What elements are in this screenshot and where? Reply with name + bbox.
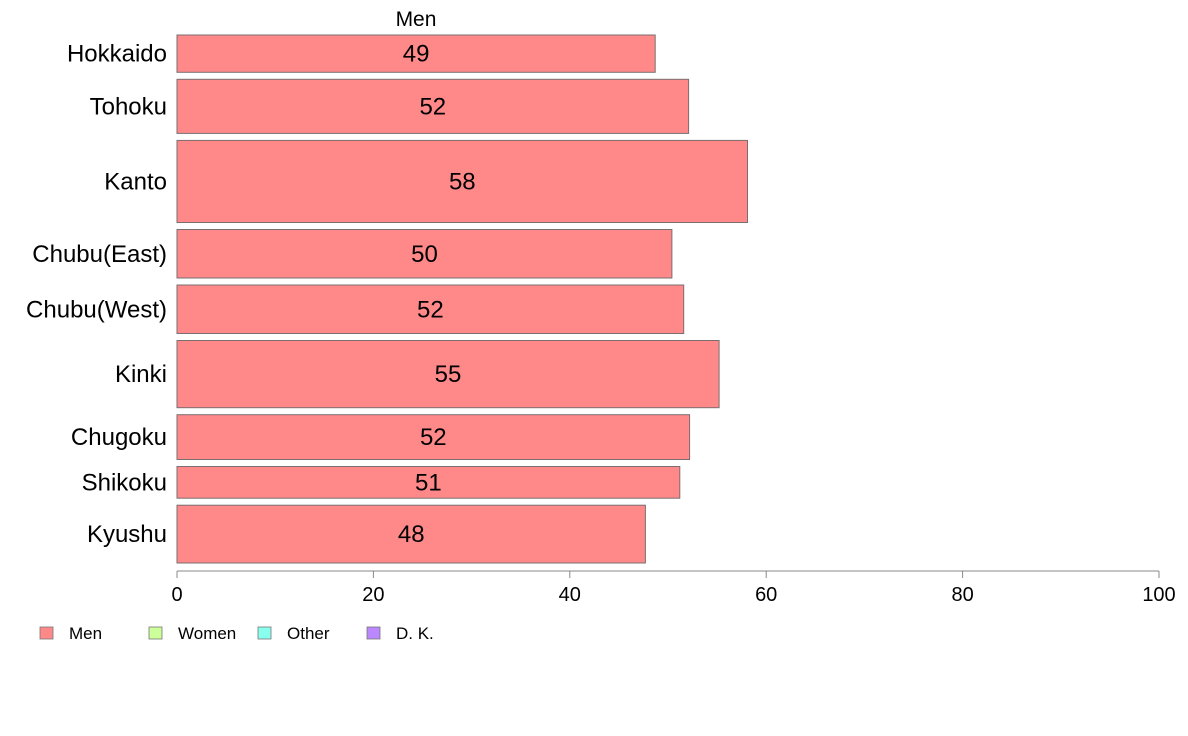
legend-swatch-women xyxy=(148,626,163,640)
value-label-shikoku: 51 xyxy=(415,469,442,496)
x-tick-label-100: 100 xyxy=(1142,584,1175,606)
x-tick-label-60: 60 xyxy=(755,584,777,606)
bar-kinki xyxy=(176,340,720,409)
category-label-tohoku: Tohoku xyxy=(90,93,167,120)
bar-chubu-west xyxy=(176,284,685,334)
value-label-kyushu: 48 xyxy=(398,521,425,548)
legend: Men Women Other D. K. xyxy=(39,624,434,643)
category-label-chubu-west: Chubu(West) xyxy=(26,296,167,323)
legend-label-d-k: D. K. xyxy=(396,624,434,643)
value-label-tohoku: 52 xyxy=(419,93,446,120)
bar-kyushu xyxy=(176,504,646,564)
category-label-kinki: Kinki xyxy=(115,361,167,388)
bar-chugoku xyxy=(176,414,691,461)
x-axis: 0 20 40 60 80 100 xyxy=(171,570,1176,606)
bars: Hokkaido 49 Tohoku 52 Kanto 58 Chubu(East) 50 Ch… xyxy=(26,34,748,564)
series-title: Men xyxy=(396,8,437,31)
value-label-chubu-west: 52 xyxy=(417,296,444,323)
legend-label-other: Other xyxy=(287,624,330,643)
bar-shikoku xyxy=(176,466,681,499)
legend-swatch-d-k xyxy=(366,626,381,640)
bar-hokkaido xyxy=(176,34,656,73)
legend-label-men: Men xyxy=(69,624,102,643)
category-label-kanto: Kanto xyxy=(104,169,167,196)
bar-tohoku xyxy=(176,78,690,134)
category-label-chugoku: Chugoku xyxy=(71,424,167,451)
x-tick-label-20: 20 xyxy=(362,584,384,606)
x-tick-label-80: 80 xyxy=(951,584,973,606)
category-label-chubu-east: Chubu(East) xyxy=(32,241,167,268)
x-tick-label-0: 0 xyxy=(171,584,182,606)
x-tick-label-40: 40 xyxy=(559,584,581,606)
value-label-hokkaido: 49 xyxy=(403,41,430,68)
legend-swatch-other xyxy=(257,626,272,640)
category-label-kyushu: Kyushu xyxy=(87,521,167,548)
value-label-chugoku: 52 xyxy=(420,424,447,451)
legend-swatch-men xyxy=(39,626,54,640)
bar-kanto xyxy=(176,139,748,223)
category-label-shikoku: Shikoku xyxy=(82,469,167,496)
category-label-hokkaido: Hokkaido xyxy=(67,41,167,68)
value-label-kinki: 55 xyxy=(435,361,462,388)
bar-chubu-east xyxy=(176,229,673,279)
legend-label-women: Women xyxy=(178,624,236,643)
value-label-kanto: 58 xyxy=(449,169,476,196)
value-label-chubu-east: 50 xyxy=(411,241,438,268)
